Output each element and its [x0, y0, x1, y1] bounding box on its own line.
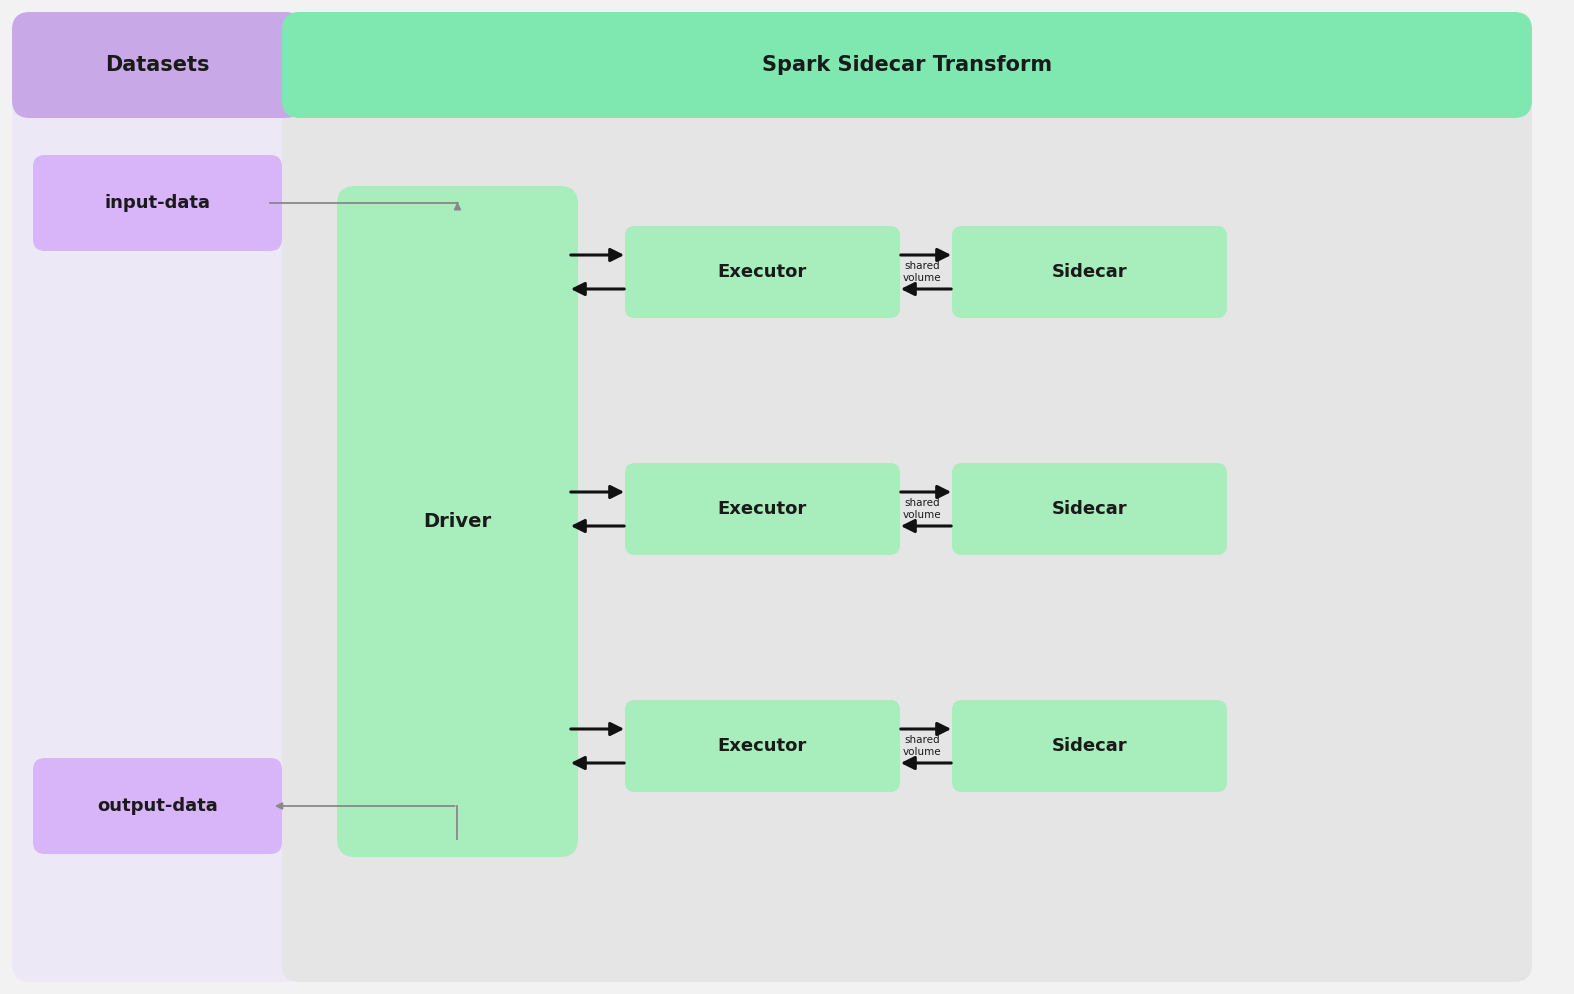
FancyBboxPatch shape — [282, 12, 1532, 118]
Text: Executor: Executor — [718, 263, 807, 281]
Text: Sidecar: Sidecar — [1051, 737, 1127, 755]
FancyBboxPatch shape — [625, 226, 900, 318]
FancyBboxPatch shape — [952, 226, 1228, 318]
FancyBboxPatch shape — [33, 758, 282, 854]
Text: Sidecar: Sidecar — [1051, 263, 1127, 281]
Text: Sidecar: Sidecar — [1051, 500, 1127, 518]
FancyBboxPatch shape — [625, 463, 900, 555]
FancyBboxPatch shape — [952, 700, 1228, 792]
Text: shared
volume: shared volume — [902, 261, 941, 283]
Text: Datasets: Datasets — [105, 55, 209, 75]
Text: output-data: output-data — [98, 797, 217, 815]
FancyBboxPatch shape — [337, 186, 578, 857]
Text: shared
volume: shared volume — [902, 736, 941, 756]
FancyBboxPatch shape — [13, 12, 304, 982]
Text: Driver: Driver — [423, 512, 491, 531]
Text: input-data: input-data — [104, 194, 211, 212]
FancyBboxPatch shape — [13, 12, 304, 118]
FancyBboxPatch shape — [952, 463, 1228, 555]
Text: shared
volume: shared volume — [902, 498, 941, 520]
Text: Spark Sidecar Transform: Spark Sidecar Transform — [762, 55, 1051, 75]
FancyBboxPatch shape — [33, 155, 282, 251]
FancyBboxPatch shape — [282, 12, 1532, 982]
Text: Executor: Executor — [718, 500, 807, 518]
FancyBboxPatch shape — [625, 700, 900, 792]
Text: Executor: Executor — [718, 737, 807, 755]
